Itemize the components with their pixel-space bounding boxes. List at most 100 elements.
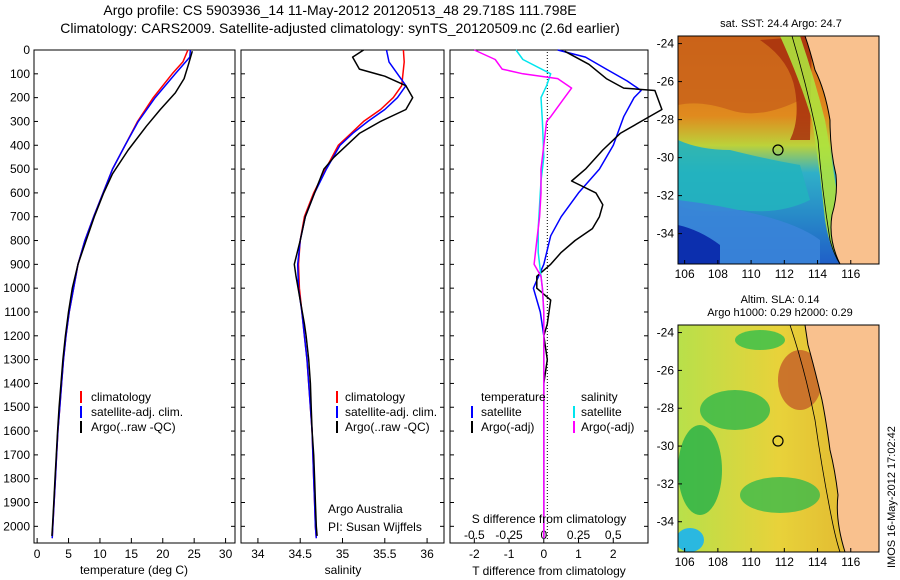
legend-head-temperature: temperature: [481, 390, 546, 404]
legend-label-argo: Argo(..raw -QC): [91, 420, 176, 434]
sst-map-title: sat. SST: 24.4 Argo: 24.7: [720, 18, 842, 30]
longitude-tick-label: 108: [708, 555, 728, 569]
date-stamp: IMOS 16-May-2012 17:02:42: [886, 426, 898, 568]
longitude-tick-label: 108: [708, 267, 728, 281]
temperature-legend: climatology satellite-adj. clim. Argo(..…: [80, 390, 183, 434]
legend-label-climatology: climatology: [91, 390, 151, 404]
depth-tick-label: 0: [23, 43, 30, 57]
legend-label-climatology: climatology: [345, 390, 405, 404]
lowest-sla-patch: [678, 528, 704, 552]
depth-tick-label: 1500: [3, 400, 30, 414]
map-axes: 106 108 110 112 114 116 -24 -26 -28 -30 -32 -34 106 1…: [657, 37, 861, 569]
low-sla-eddy: [735, 330, 785, 350]
low-sla-eddy: [678, 425, 722, 515]
depth-tick-label: 200: [10, 91, 30, 105]
difference-panel-frame: [449, 49, 649, 544]
salinity-x-tick-label: 36: [420, 547, 434, 561]
latitude-tick-label: -32: [657, 189, 675, 203]
temperature-x-tick-label: 10: [93, 547, 107, 561]
depth-axis: 0 100 200 300 400 500 600 700 800 900 1000 1100 1200…: [3, 43, 648, 533]
depth-tick-label: 900: [10, 257, 30, 271]
chart-title-line1: Argo profile: CS 5903936_14 11-May-2012 …: [103, 2, 577, 18]
depth-tick-label: 1200: [3, 329, 30, 343]
latitude-tick-label: -28: [657, 113, 675, 127]
depth-tick-label: 1000: [3, 281, 30, 295]
depth-tick-label: 1700: [3, 448, 30, 462]
depth-tick-label: 1400: [3, 376, 30, 390]
series-line-argo-adj-temperature: [536, 50, 663, 539]
warm-water-patch: [678, 36, 800, 114]
depth-tick-label: 700: [10, 210, 30, 224]
longitude-tick-label: 110: [742, 555, 761, 569]
latitude-tick-label: -24: [657, 37, 675, 51]
legend-label-s-argo: Argo(-adj): [581, 420, 634, 434]
depth-tick-label: 400: [10, 138, 30, 152]
series-layer: [51, 49, 663, 539]
temperature-x-tick-label: 30: [219, 547, 233, 561]
sst-map: [678, 36, 879, 264]
s-difference-x-tick-label: 0.5: [605, 528, 622, 542]
salinity-x-tick-label: 34.5: [289, 547, 313, 561]
s-difference-x-tick-label: -0.5: [464, 528, 485, 542]
depth-tick-label: 600: [10, 186, 30, 200]
s-difference-xlabel: S difference from climatology: [472, 512, 627, 526]
legend-label-t-satellite: satellite: [481, 405, 522, 419]
latitude-tick-label: -24: [657, 326, 675, 340]
sla-map: [678, 325, 879, 552]
credit-pi: PI: Susan Wijffels: [328, 520, 422, 534]
isobath-line: [789, 325, 841, 552]
difference-xaxis: -2 -1 0 1 2-0.5 -0.25 0 0.25 0.5: [464, 528, 622, 561]
longitude-tick-label: 114: [808, 555, 827, 569]
longitude-tick-label: 106: [675, 267, 695, 281]
series-line-satellite-temperature: [532, 49, 642, 539]
sst-map-frame: [677, 35, 880, 265]
temperature-x-tick-label: 0: [34, 547, 41, 561]
t-difference-x-tick-label: -1: [504, 547, 515, 561]
longitude-tick-label: 116: [841, 555, 860, 569]
cool-water-patch: [678, 140, 810, 212]
legend-head-salinity: salinity: [581, 390, 618, 404]
difference-legend: temperature satellite Argo(-adj) salinit…: [471, 390, 634, 434]
salinity-x-tick-label: 35: [336, 547, 350, 561]
temperature-x-tick-label: 15: [125, 547, 139, 561]
depth-tick-label: 100: [10, 67, 30, 81]
latitude-tick-label: -26: [657, 363, 675, 377]
credit-argo-australia: Argo Australia: [328, 502, 403, 516]
low-sla-eddy: [740, 477, 820, 513]
australia-landmass: [804, 36, 879, 264]
salinity-xaxis: 34 34.5 35 35.5 36: [251, 538, 434, 561]
series-line-argo-raw-qc: [293, 49, 414, 536]
s-difference-x-tick-label: 0.25: [567, 528, 591, 542]
series-line-satellite-salinity: [515, 49, 552, 539]
series-line-argo-adj-salinity: [473, 49, 573, 539]
depth-tick-label: 800: [10, 234, 30, 248]
depth-tick-label: 300: [10, 114, 30, 128]
salinity-x-tick-label: 35.5: [373, 547, 397, 561]
longitude-tick-label: 110: [742, 267, 761, 281]
low-sla-eddy: [700, 390, 770, 430]
series-line-satellite-adj-clim: [51, 49, 192, 539]
latitude-tick-label: -34: [657, 227, 675, 241]
depth-tick-label: 1900: [3, 496, 30, 510]
temperature-xaxis: 0 5 10 15 20 25 30: [34, 538, 233, 561]
longitude-tick-label: 106: [675, 555, 695, 569]
latitude-tick-label: -30: [657, 151, 675, 165]
series-line-argo-raw-qc: [51, 50, 194, 536]
temperature-x-tick-label: 20: [156, 547, 170, 561]
longitude-tick-label: 112: [775, 267, 794, 281]
coldest-water-patch: [678, 225, 720, 264]
t-difference-x-tick-label: -2: [469, 547, 480, 561]
latitude-tick-label: -30: [657, 439, 675, 453]
australia-landmass: [804, 325, 879, 552]
sla-map-frame: [677, 324, 880, 553]
sla-map-title: Altim. SLA: 0.14: [741, 294, 820, 306]
latitude-tick-label: -32: [657, 477, 675, 491]
t-difference-xlabel: T difference from climatology: [472, 564, 626, 578]
t-difference-x-tick-label: 1: [575, 547, 582, 561]
legend-label-argo: Argo(..raw -QC): [345, 420, 430, 434]
salinity-xlabel: salinity: [325, 563, 362, 577]
temperature-x-tick-label: 5: [65, 547, 72, 561]
depth-tick-label: 1300: [3, 353, 30, 367]
depth-tick-label: 1100: [4, 305, 30, 319]
